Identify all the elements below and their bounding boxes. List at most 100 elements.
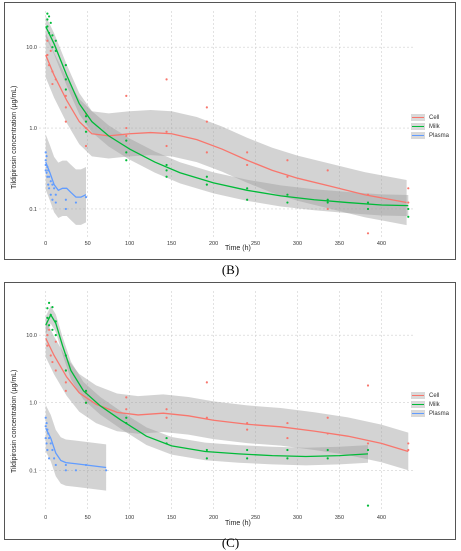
x-tick-label: 250 (251, 241, 260, 247)
data-point-plasma (45, 442, 48, 445)
chart-c-x-axis-label: Time (h) (225, 520, 251, 527)
data-point-cell (286, 159, 289, 162)
data-point-milk (246, 448, 249, 452)
data-point-milk (366, 504, 370, 507)
data-point-milk (54, 334, 57, 337)
data-point-milk (84, 401, 88, 404)
fit-line-milk (45, 26, 409, 207)
data-point-cell (286, 175, 289, 178)
data-point-plasma (44, 169, 47, 172)
legend-item-cell: Cell (410, 391, 449, 400)
data-point-plasma (53, 187, 56, 190)
data-point-cell (51, 82, 54, 86)
data-point-cell (46, 53, 49, 57)
data-point-milk (165, 169, 168, 172)
data-point-cell (54, 340, 57, 343)
y-tick-label: 1.0 (29, 401, 37, 407)
data-point-plasma (44, 151, 47, 154)
legend-item-milk: Milk (410, 400, 449, 409)
data-point-cell (125, 94, 128, 97)
data-point-milk (286, 201, 289, 204)
data-point-cell (51, 360, 54, 364)
data-point-plasma (46, 175, 49, 178)
data-point-cell (165, 144, 168, 148)
data-point-milk (47, 324, 51, 327)
data-point-milk (326, 201, 329, 204)
panel-label-b: (B) (221, 262, 240, 277)
data-point-milk (51, 306, 54, 309)
data-point-plasma (44, 159, 47, 162)
y-tick-label: 10.0 (26, 45, 37, 51)
data-point-milk (366, 201, 370, 204)
data-point-milk (165, 436, 168, 440)
data-point-cell (46, 39, 49, 42)
data-point-cell (165, 416, 168, 419)
data-point-cell (326, 169, 329, 172)
data-point-plasma (51, 448, 54, 452)
data-point-cell (46, 334, 49, 337)
x-tick-label: 0 (44, 241, 47, 247)
data-point-plasma (54, 463, 57, 467)
x-tick-label: 300 (293, 515, 302, 521)
data-point-cell (407, 201, 410, 204)
data-point-milk (64, 78, 67, 81)
plot-area (39, 11, 415, 237)
x-tick-label: 50 (85, 241, 91, 247)
data-point-cell (64, 120, 67, 123)
data-point-plasma (64, 463, 67, 467)
x-tick-label: 200 (209, 515, 218, 521)
data-point-cell (84, 144, 88, 148)
confidence-band-plasma (45, 405, 107, 491)
data-point-milk (246, 457, 249, 460)
chart-panel-c: 0 50 100 150 200 250 300 350 400 0.1 1.0 10.0 Tildi… (4, 282, 456, 540)
x-tick-label: 200 (209, 241, 218, 247)
x-tick-label: 50 (85, 515, 91, 521)
data-point-cell (125, 408, 128, 411)
data-point-plasma (44, 416, 47, 419)
x-tick-label: 150 (167, 241, 176, 247)
data-point-plasma (54, 201, 57, 204)
data-point-milk (205, 448, 208, 452)
data-point-plasma (64, 198, 67, 201)
data-point-plasma (45, 171, 48, 174)
data-point-plasma (45, 421, 48, 425)
data-point-cell (407, 448, 410, 452)
x-tick-label: 100 (125, 241, 134, 247)
data-point-cell (407, 187, 410, 190)
data-point-cell (165, 408, 168, 411)
data-point-cell (366, 384, 370, 387)
data-point-milk (51, 328, 54, 331)
data-point-plasma (47, 183, 50, 186)
data-point-milk (125, 416, 128, 419)
data-point-milk (64, 64, 67, 67)
data-point-cell (54, 369, 57, 372)
data-point-cell (125, 396, 128, 399)
data-point-milk (286, 193, 289, 196)
data-point-milk (49, 21, 52, 24)
data-point-plasma (54, 193, 57, 196)
fit-line-plasma (45, 427, 107, 469)
x-tick-label: 300 (293, 241, 302, 247)
data-point-cell (246, 428, 249, 431)
data-point-plasma (105, 469, 108, 472)
data-point-milk (205, 175, 208, 178)
data-point-milk (46, 25, 49, 28)
data-point-plasma (51, 183, 54, 186)
data-point-milk (125, 139, 128, 142)
data-point-milk (51, 46, 54, 49)
data-point-milk (46, 12, 49, 15)
chart-b-plot: 0 50 100 150 200 250 300 350 400 0.1 1.0 10.0 (26, 11, 415, 247)
data-point-milk (246, 187, 249, 190)
x-tick-label: 400 (377, 241, 386, 247)
data-point-cell (49, 49, 52, 52)
plot-area (39, 291, 415, 511)
data-point-plasma (47, 436, 51, 440)
confidence-band-cell (45, 319, 409, 471)
confidence-band-milk (45, 305, 368, 466)
data-point-cell (64, 389, 67, 392)
x-tick-label: 100 (125, 515, 134, 521)
data-point-milk (64, 88, 67, 91)
data-point-cell (46, 344, 49, 347)
data-point-cell (125, 126, 128, 130)
data-point-plasma (45, 155, 48, 158)
